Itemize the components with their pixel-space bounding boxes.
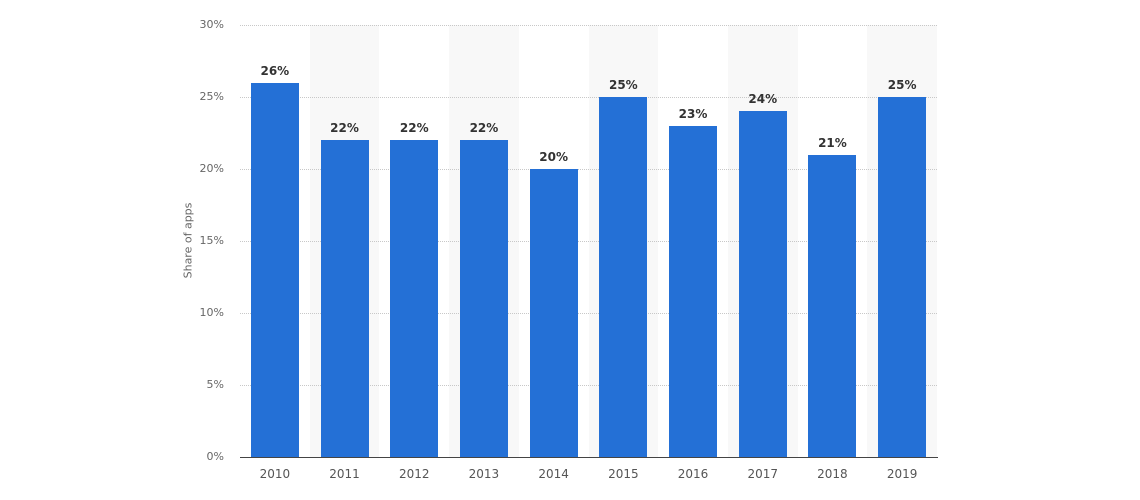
bar-2017[interactable]: [738, 111, 787, 457]
gridline: [240, 169, 937, 170]
value-label: 22%: [330, 121, 359, 135]
x-axis-line: [240, 457, 938, 458]
value-label: 25%: [608, 78, 638, 92]
value-label: 25%: [887, 78, 917, 92]
bar-2013[interactable]: [459, 140, 508, 457]
gridline: [240, 97, 937, 98]
bar-2010[interactable]: [250, 83, 299, 457]
y-tick-label: 15%: [199, 234, 224, 247]
x-tick-label: 2014: [538, 467, 569, 481]
bar-2014[interactable]: [529, 169, 578, 457]
x-tick-label: 2016: [677, 467, 709, 481]
gridline: [240, 313, 937, 314]
value-label: 23%: [678, 107, 708, 121]
value-label: 20%: [539, 150, 568, 164]
value-label: 21%: [818, 136, 847, 150]
y-axis-title: Share of apps: [181, 202, 195, 279]
bar-2011[interactable]: [320, 140, 369, 457]
x-tick-label: 2015: [608, 467, 639, 481]
x-tick-label: 2010: [259, 467, 291, 481]
value-label: 22%: [399, 121, 429, 135]
bar-2015[interactable]: [599, 97, 648, 457]
x-tick-label: 2011: [329, 467, 360, 481]
y-tick-label: 5%: [206, 378, 224, 391]
value-label: 26%: [260, 64, 290, 78]
bar-2016[interactable]: [669, 126, 718, 457]
x-tick-label: 2017: [747, 467, 779, 481]
y-tick-label: 30%: [199, 18, 224, 31]
gridline: [240, 385, 937, 386]
bar-2019[interactable]: [878, 97, 927, 457]
x-tick-label: 2018: [817, 467, 848, 481]
value-label: 22%: [469, 121, 499, 135]
bar-2018[interactable]: [808, 155, 857, 457]
bar-2012[interactable]: [390, 140, 439, 457]
gridline: [240, 241, 937, 242]
x-tick-label: 2019: [886, 467, 918, 481]
x-tick-label: 2012: [398, 467, 430, 481]
y-tick-label: 0%: [206, 450, 224, 463]
value-label: 24%: [748, 92, 778, 106]
y-tick-label: 25%: [199, 90, 224, 103]
gridline: [240, 25, 937, 26]
x-tick-label: 2013: [468, 467, 500, 481]
y-tick-label: 20%: [199, 162, 224, 175]
y-tick-label: 10%: [199, 306, 224, 319]
